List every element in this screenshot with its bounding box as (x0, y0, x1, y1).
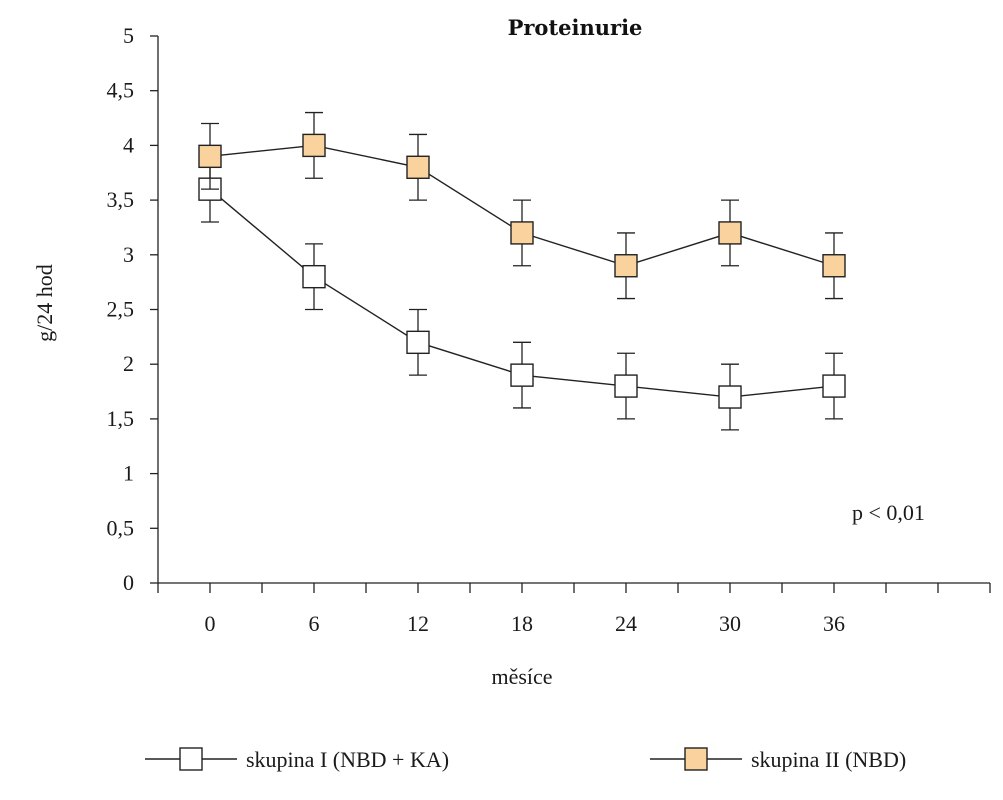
data-point-marker (510, 221, 534, 245)
data-point-marker (718, 385, 742, 409)
x-axis-title: měsíce (491, 664, 552, 689)
data-point-marker (302, 264, 326, 289)
y-axis-title: g/24 hod (32, 264, 57, 342)
legend-item-2: skupina II (NBD) (650, 747, 906, 772)
y-tick-label: 3,5 (107, 187, 135, 212)
legend: skupina I (NBD + KA) skupina II (NBD) (145, 747, 906, 772)
x-tick-label: 12 (407, 611, 429, 636)
y-tick-label: 2 (123, 351, 134, 376)
y-axis-ticks: 0 0,5 1 1,5 2 2,5 3 3,5 4 4,5 5 (107, 23, 158, 595)
data-point-marker (718, 221, 742, 245)
legend-marker (684, 747, 708, 771)
x-tick-label: 36 (823, 611, 845, 636)
y-tick-label: 1,5 (107, 406, 135, 431)
x-tick-label: 0 (205, 611, 216, 636)
y-tick-label: 0,5 (107, 515, 135, 540)
data-point-marker (302, 133, 326, 158)
series-1 (198, 155, 846, 431)
x-tick-label: 24 (615, 611, 637, 636)
x-tick-label: 30 (719, 611, 741, 636)
significance-annotation: p < 0,01 (852, 500, 925, 525)
y-tick-label: 2,5 (107, 297, 135, 322)
series-layer (198, 111, 846, 431)
data-point-marker (614, 374, 638, 398)
series-2 (198, 111, 846, 300)
y-tick-label: 3 (123, 242, 134, 267)
data-point-marker (822, 254, 846, 278)
data-point-marker (198, 144, 222, 169)
x-tick-label: 18 (511, 611, 533, 636)
legend-label: skupina II (NBD) (751, 747, 906, 772)
chart-title: Proteinurie (508, 15, 643, 40)
y-tick-label: 4,5 (107, 78, 135, 103)
y-tick-label: 0 (123, 570, 134, 595)
data-point-marker (614, 254, 638, 278)
y-tick-label: 4 (123, 132, 134, 157)
data-point-marker (510, 363, 534, 387)
legend-marker (179, 747, 203, 771)
legend-item-1: skupina I (NBD + KA) (145, 747, 449, 772)
y-tick-label: 1 (123, 461, 134, 486)
x-axis-ticks: 0 6 12 18 24 30 36 (157, 583, 991, 636)
y-tick-label: 5 (123, 23, 134, 48)
data-point-marker (822, 374, 846, 398)
data-point-marker (406, 330, 430, 355)
x-tick-label: 6 (309, 611, 320, 636)
legend-label: skupina I (NBD + KA) (246, 747, 449, 772)
data-point-marker (406, 155, 430, 179)
